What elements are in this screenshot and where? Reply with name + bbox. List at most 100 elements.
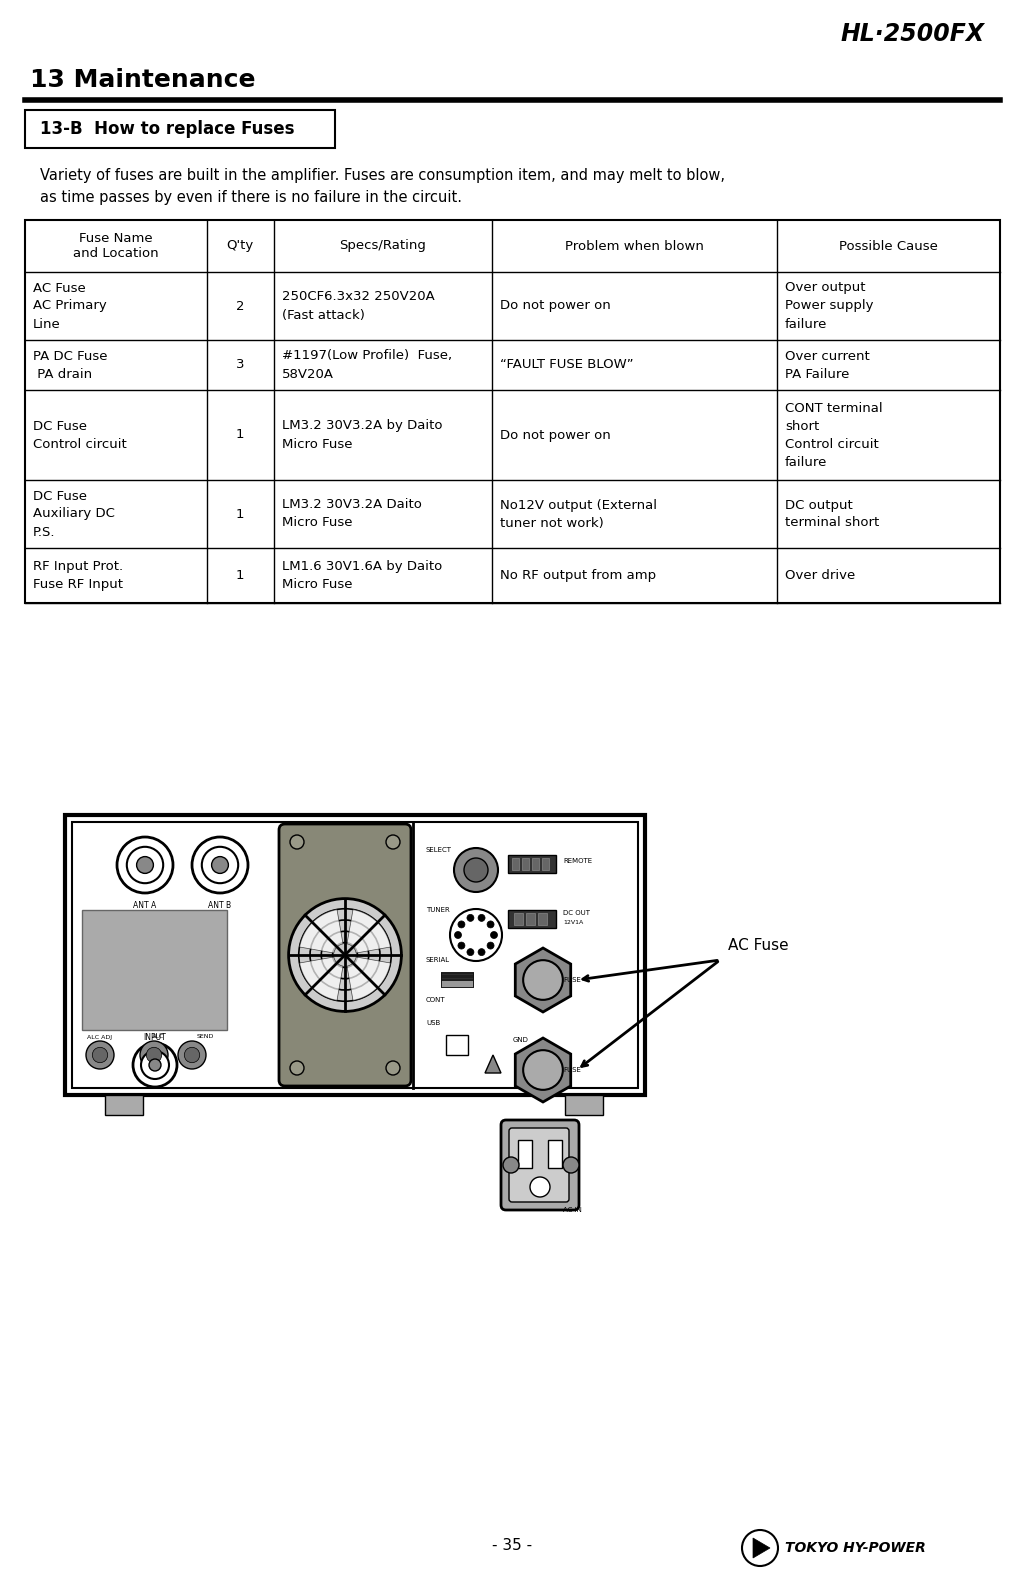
Bar bbox=[441, 975, 473, 981]
Circle shape bbox=[136, 857, 154, 874]
Polygon shape bbox=[485, 1055, 501, 1073]
Bar bbox=[441, 973, 473, 980]
Polygon shape bbox=[299, 909, 343, 953]
Text: Q'ty: Q'ty bbox=[227, 239, 254, 252]
Polygon shape bbox=[299, 958, 343, 1000]
Bar bbox=[508, 855, 556, 873]
Text: CONT: CONT bbox=[426, 997, 446, 1003]
Text: LM1.6 30V1.6A by Daito
Micro Fuse: LM1.6 30V1.6A by Daito Micro Fuse bbox=[282, 561, 442, 591]
Text: DC Fuse
Auxiliary DC
P.S.: DC Fuse Auxiliary DC P.S. bbox=[33, 490, 115, 539]
Text: PA DC Fuse
 PA drain: PA DC Fuse PA drain bbox=[33, 350, 108, 381]
Circle shape bbox=[464, 858, 488, 882]
Text: SEND: SEND bbox=[197, 1035, 214, 1040]
Text: GND: GND bbox=[512, 1036, 529, 1043]
Circle shape bbox=[454, 847, 498, 891]
Text: - 35 -: - 35 - bbox=[492, 1537, 532, 1553]
FancyBboxPatch shape bbox=[509, 1128, 569, 1202]
Circle shape bbox=[117, 836, 173, 893]
Text: FUSE: FUSE bbox=[563, 1066, 581, 1073]
Bar bbox=[441, 980, 473, 988]
Bar bbox=[548, 1140, 562, 1169]
Text: 1: 1 bbox=[236, 569, 245, 583]
Bar bbox=[72, 822, 638, 1088]
Text: CONT terminal
short
Control circuit
failure: CONT terminal short Control circuit fail… bbox=[785, 402, 883, 468]
Text: Variety of fuses are built in the amplifier. Fuses are consumption item, and may: Variety of fuses are built in the amplif… bbox=[40, 169, 725, 205]
Bar bbox=[441, 975, 473, 983]
Text: Over current
PA Failure: Over current PA Failure bbox=[785, 350, 870, 381]
Text: INPUT: INPUT bbox=[144, 1033, 166, 1043]
Bar bbox=[82, 910, 227, 1030]
Circle shape bbox=[133, 1043, 177, 1087]
Text: ANT A: ANT A bbox=[133, 901, 157, 910]
Text: 250CF6.3x32 250V20A
(Fast attack): 250CF6.3x32 250V20A (Fast attack) bbox=[282, 290, 435, 321]
Text: HL·2500FX: HL·2500FX bbox=[840, 22, 985, 46]
Bar bbox=[441, 980, 473, 986]
Bar bbox=[441, 976, 473, 984]
Circle shape bbox=[184, 1047, 200, 1063]
Circle shape bbox=[491, 931, 497, 939]
Circle shape bbox=[149, 1058, 161, 1071]
Circle shape bbox=[92, 1047, 108, 1063]
Bar bbox=[105, 1095, 144, 1115]
Bar bbox=[441, 973, 473, 981]
Bar bbox=[514, 913, 523, 925]
Circle shape bbox=[289, 899, 402, 1011]
Bar bbox=[441, 978, 473, 986]
Text: AC IN: AC IN bbox=[563, 1206, 582, 1213]
Bar bbox=[538, 913, 547, 925]
FancyBboxPatch shape bbox=[279, 824, 411, 1087]
Text: 13 Maintenance: 13 Maintenance bbox=[30, 68, 255, 91]
Circle shape bbox=[563, 1158, 579, 1173]
Bar bbox=[542, 858, 549, 869]
Circle shape bbox=[742, 1529, 778, 1566]
Text: Do not power on: Do not power on bbox=[500, 299, 611, 312]
Bar bbox=[65, 814, 645, 1095]
Circle shape bbox=[454, 931, 461, 939]
Text: No12V output (External
tuner not work): No12V output (External tuner not work) bbox=[500, 499, 657, 529]
Polygon shape bbox=[346, 958, 391, 1000]
Bar bbox=[512, 858, 519, 869]
Circle shape bbox=[202, 847, 238, 884]
Text: DC OUT: DC OUT bbox=[563, 910, 590, 917]
Circle shape bbox=[290, 835, 304, 849]
Polygon shape bbox=[516, 948, 571, 1013]
Bar bbox=[518, 1140, 532, 1169]
Circle shape bbox=[192, 836, 248, 893]
Bar bbox=[441, 973, 473, 980]
Text: SERIAL: SERIAL bbox=[426, 958, 450, 962]
Bar bbox=[441, 972, 473, 980]
Bar bbox=[446, 975, 468, 984]
Text: USB: USB bbox=[426, 1021, 441, 1025]
Bar bbox=[532, 858, 539, 869]
Text: AC Fuse
AC Primary
Line: AC Fuse AC Primary Line bbox=[33, 282, 107, 331]
Circle shape bbox=[147, 1047, 162, 1063]
Text: 1: 1 bbox=[236, 507, 245, 520]
Text: TUNER: TUNER bbox=[426, 907, 450, 913]
Circle shape bbox=[86, 1041, 114, 1069]
Text: LM3.2 30V3.2A Daito
Micro Fuse: LM3.2 30V3.2A Daito Micro Fuse bbox=[282, 499, 422, 529]
Text: AC Fuse: AC Fuse bbox=[728, 937, 788, 953]
Circle shape bbox=[530, 1177, 550, 1197]
Bar bbox=[526, 913, 535, 925]
Polygon shape bbox=[346, 909, 391, 953]
Circle shape bbox=[386, 1062, 400, 1076]
Bar bbox=[441, 975, 473, 983]
Bar bbox=[441, 978, 473, 984]
Text: TOKYO HY-POWER: TOKYO HY-POWER bbox=[785, 1540, 926, 1555]
Text: Specs/Rating: Specs/Rating bbox=[339, 239, 426, 252]
Text: DC Fuse
Control circuit: DC Fuse Control circuit bbox=[33, 419, 127, 450]
Polygon shape bbox=[516, 1038, 571, 1102]
Text: Over drive: Over drive bbox=[785, 569, 855, 583]
Polygon shape bbox=[753, 1539, 770, 1558]
Circle shape bbox=[523, 961, 563, 1000]
Circle shape bbox=[127, 847, 163, 884]
Bar bbox=[508, 910, 556, 928]
Text: REMOTE: REMOTE bbox=[563, 858, 592, 865]
Bar bbox=[441, 978, 473, 984]
Circle shape bbox=[211, 857, 229, 874]
Circle shape bbox=[458, 921, 465, 928]
Text: Problem when blown: Problem when blown bbox=[565, 239, 704, 252]
Circle shape bbox=[458, 942, 465, 950]
Bar bbox=[565, 1095, 603, 1115]
Bar bbox=[25, 221, 1000, 603]
